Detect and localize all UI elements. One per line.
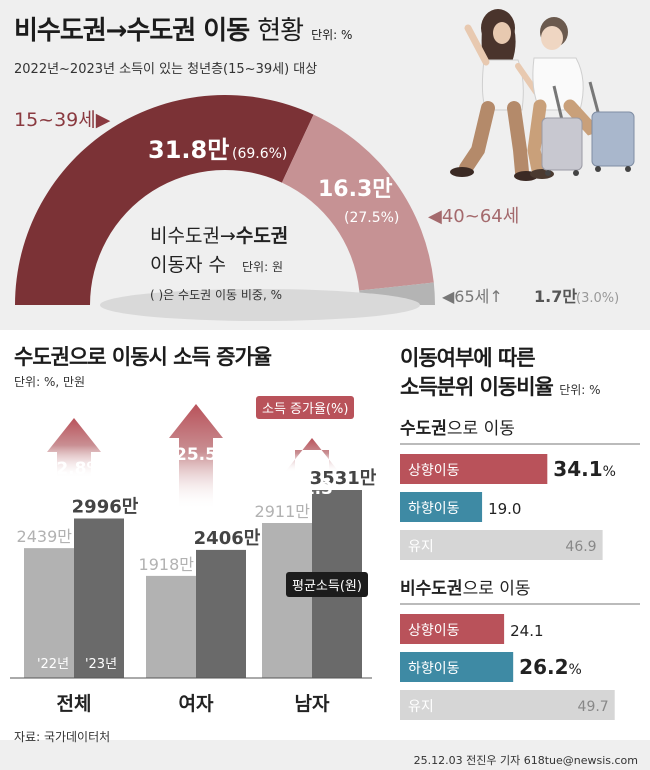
donut-segment-15-39 xyxy=(15,95,314,306)
share-65-plus: (3.0%) xyxy=(576,291,619,306)
mobility-bar xyxy=(400,492,483,522)
bar-label-2023: 2996만 xyxy=(72,496,139,517)
bar-2022 xyxy=(146,575,196,678)
income-bar-chart: 2439만 2996만 22.8% 전체 1918만 2406만 25.5 여자 2911만 35… xyxy=(10,404,377,715)
bar-label-2022: 2439만 xyxy=(17,527,73,546)
credit-note: 25.12.03 전진우 기자 618tue@newsis.com xyxy=(413,754,638,767)
donut-shadow xyxy=(100,289,420,321)
growth-arrow-icon xyxy=(285,438,339,472)
suitcase-icon xyxy=(541,81,635,176)
mobility-bar-value: 26.2% xyxy=(519,655,582,679)
category-label: 여자 xyxy=(179,693,214,715)
value-15-39: 31.8만 xyxy=(148,136,229,164)
share-15-39: (69.6%) xyxy=(232,146,287,162)
mobility-bar-value: 19.0 xyxy=(488,500,521,518)
mobility-unit: 단위: % xyxy=(559,383,601,397)
mobility-bar-value: 34.1% xyxy=(553,457,616,481)
bar-label-2023: 2406만 xyxy=(194,528,261,549)
bar-label-2022: 2911만 xyxy=(255,502,311,521)
mobility-title-line2: 소득분위 이동비율 단위: % xyxy=(400,375,601,399)
growth-arrow-icon xyxy=(169,404,223,510)
mobility-group-title: 비수도권으로 이동 xyxy=(400,579,531,599)
mobility-bar-category: 상향이동 xyxy=(408,463,460,479)
label-65-plus: ◀65세↑ xyxy=(442,287,503,306)
subtitle: 2022년~2023년 소득이 있는 청년층(15~39세) 대상 xyxy=(14,62,318,77)
title-unit: 단위: % xyxy=(311,28,353,42)
donut-center-unit: 단위: 원 xyxy=(242,260,283,274)
bar-2022 xyxy=(262,523,312,678)
page-title: 비수도권→수도권 이동 현황 단위: % xyxy=(14,10,352,47)
bar-2023 xyxy=(74,518,124,678)
title-main: 비수도권→수도권 이동 xyxy=(14,16,250,46)
mobility-title-line1: 이동여부에 따른 xyxy=(400,346,536,370)
mobility-bar xyxy=(400,614,505,644)
title-sub: 현황 xyxy=(257,16,304,46)
growth-rate-label: 25.5 xyxy=(175,445,217,465)
income-section-title: 수도권으로 이동시 소득 증가율 xyxy=(14,345,272,369)
donut-chart: 15~39세▶ 31.8만 (69.6%) 16.3만 (27.5%) ◀40~… xyxy=(14,95,619,321)
donut-center-note: ( )은 수도권 이동 비중, % xyxy=(150,288,282,302)
series-label-2023: '23년 xyxy=(85,657,117,672)
bar-label-2023: 3531만 xyxy=(310,468,377,489)
mobility-bar xyxy=(400,530,603,560)
travelers-illustration xyxy=(450,9,635,181)
donut-center-line2: 이동자 수 xyxy=(150,254,226,276)
bar-2023 xyxy=(196,549,246,678)
mobility-bar-value: 24.1 xyxy=(510,622,543,640)
mobility-bar xyxy=(400,690,615,720)
mobility-bar xyxy=(400,652,514,682)
mobility-bar-category: 유지 xyxy=(408,539,434,555)
growth-rate-label: 21.3 xyxy=(291,479,333,499)
donut-segment-40-64 xyxy=(281,114,434,291)
mobility-bar xyxy=(400,454,548,484)
income-section-unit: 단위: %, 만원 xyxy=(14,375,86,389)
mobility-bar-category: 상향이동 xyxy=(408,623,460,639)
woman-traveler-icon xyxy=(450,9,539,181)
label-40-64: ◀40~64세 xyxy=(428,206,519,227)
avg-income-legend: 평균소득(원) xyxy=(286,572,368,597)
bar-label-2022: 1918만 xyxy=(139,555,195,574)
value-65-plus: 1.7만 xyxy=(534,287,577,306)
category-label: 전체 xyxy=(57,693,92,715)
mobility-group-title: 수도권으로 이동 xyxy=(400,419,515,439)
mobility-bar-category: 유지 xyxy=(408,699,434,715)
share-40-64: (27.5%) xyxy=(344,210,399,226)
mobility-bar-value: 49.7 xyxy=(578,699,609,715)
bar-2022 xyxy=(24,548,74,678)
mobility-bar-category: 하향이동 xyxy=(408,661,460,677)
label-15-39: 15~39세▶ xyxy=(14,109,111,131)
value-40-64: 16.3만 xyxy=(318,177,393,202)
source-note: 자료: 국가데이터처 xyxy=(14,730,111,744)
category-label: 남자 xyxy=(295,693,330,715)
growth-rate-label: 22.8% xyxy=(45,459,104,479)
mobility-bar-value: 46.9 xyxy=(565,539,596,555)
donut-center-line1: 비수도권→수도권 xyxy=(150,225,288,247)
series-label-2022: '22년 xyxy=(37,657,69,672)
growth-legend: 소득 증가율(%) xyxy=(256,396,355,419)
growth-arrow-icon xyxy=(47,418,101,479)
mobility-bar-category: 하향이동 xyxy=(408,501,460,517)
